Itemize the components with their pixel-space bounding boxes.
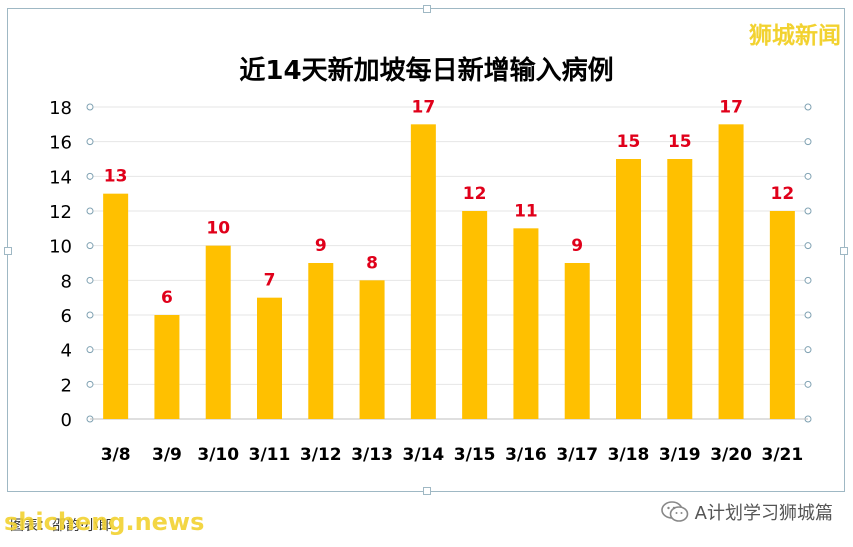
resize-handle-left[interactable] [4,247,12,255]
data-label: 9 [315,236,327,256]
x-tick-label: 3/19 [659,445,701,465]
axis-handle-right [804,242,812,250]
bar [513,228,539,419]
x-tick-label: 3/17 [556,445,598,465]
bar [103,193,129,419]
wechat-account: A计划学习狮城篇 [660,499,833,525]
axis-handle-left [86,311,94,319]
data-label: 6 [161,288,173,308]
bar [769,211,795,419]
x-tick-label: 3/15 [454,445,496,465]
data-label: 10 [206,219,230,239]
x-tick-label: 3/8 [101,445,131,465]
x-tick-label: 3/20 [710,445,752,465]
x-tick-label: 3/10 [197,445,239,465]
x-tick-label: 3/9 [152,445,182,465]
bar [359,280,385,419]
resize-handle-top[interactable] [423,5,431,13]
y-tick-label: 8 [61,271,72,292]
bar [616,159,641,419]
data-label: 11 [514,201,538,221]
x-tick-label: 3/18 [608,445,650,465]
axis-handle-left [86,103,94,111]
bar [257,297,282,419]
axis-handle-left [86,380,94,388]
data-label: 12 [771,184,795,204]
axis-handle-right [804,276,812,284]
bar [308,263,334,419]
y-tick-label: 6 [61,306,72,327]
x-tick-label: 3/13 [351,445,393,465]
wechat-icon [660,501,689,523]
y-tick-label: 0 [61,410,72,431]
axis-handle-right [804,346,812,354]
axis-handle-right [804,138,812,146]
bar [410,124,436,419]
axis-handle-left [86,172,94,180]
wechat-account-name: A计划学习狮城篇 [694,503,833,524]
brand-logo-text: 狮城新闻 [749,23,841,49]
bar [462,211,488,419]
y-tick-label: 12 [49,202,72,223]
data-label: 17 [719,97,743,117]
y-tick-label: 2 [61,375,72,396]
x-tick-label: 3/21 [762,445,804,465]
axis-handle-left [86,242,94,250]
x-tick-label: 3/16 [505,445,547,465]
data-label: 12 [463,184,487,204]
y-tick-label: 10 [49,237,72,258]
axis-handle-right [804,103,812,111]
bar [667,159,693,419]
y-tick-label: 16 [49,133,72,154]
axis-handle-left [86,138,94,146]
data-label: 13 [104,167,128,187]
data-label: 9 [571,236,583,256]
x-tick-label: 3/12 [300,445,342,465]
chart-title: 近14天新加坡每日新增输入病例 [239,56,614,86]
axis-handle-left [86,346,94,354]
axis-handle-left [86,207,94,215]
axis-handle-right [804,207,812,215]
axis-handle-right [804,380,812,388]
bar [564,263,590,419]
axis-handle-left [86,276,94,284]
data-label: 15 [668,132,692,152]
watermark: shicheng.news [4,508,205,536]
axis-handle-right [804,311,812,319]
source-label: 图表：邵韵·小郎 [10,518,113,534]
x-tick-label: 3/14 [403,445,445,465]
data-label: 8 [366,253,378,273]
bar [154,315,180,419]
data-label: 15 [617,132,641,152]
data-label: 17 [412,97,436,117]
resize-handle-right[interactable] [840,247,848,255]
data-label: 7 [264,271,276,291]
axis-handle-right [804,172,812,180]
y-tick-label: 4 [61,341,72,362]
bar [718,124,744,419]
y-tick-label: 18 [49,98,72,119]
resize-handle-bottom[interactable] [423,487,431,495]
y-tick-label: 14 [49,167,72,188]
bar [205,245,231,419]
x-tick-label: 3/11 [249,445,291,465]
